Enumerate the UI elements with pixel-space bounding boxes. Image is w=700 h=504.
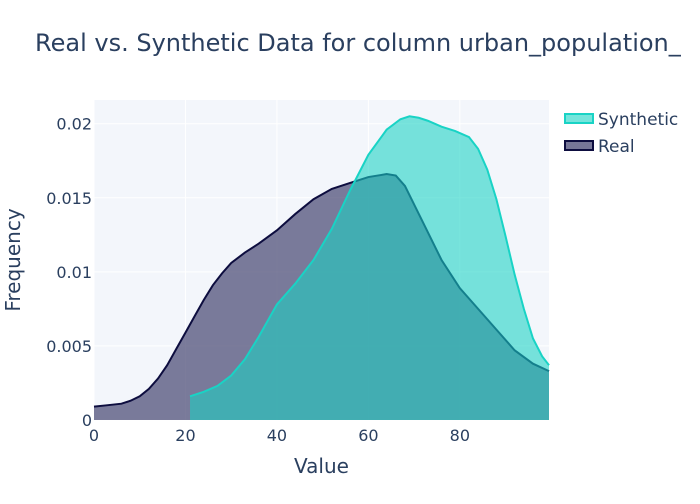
legend: Synthetic Real <box>564 110 678 157</box>
legend-item-real[interactable]: Real <box>564 137 635 157</box>
chart-title: Real vs. Synthetic Data for column urban… <box>35 29 682 57</box>
x-tick-label-2: 40 <box>267 426 287 445</box>
y-tick-label-2: 0.01 <box>56 263 92 282</box>
area-fill-synthetic <box>190 116 549 421</box>
y-tick-layer: 0 0.005 0.01 0.015 0.02 <box>46 115 92 430</box>
y-tick-label-0: 0 <box>82 411 92 430</box>
y-tick-label-4: 0.02 <box>56 115 92 134</box>
legend-swatch-real <box>564 140 594 151</box>
y-axis-title: Frequency <box>1 208 25 311</box>
area-layer <box>93 115 550 421</box>
legend-label-synthetic: Synthetic <box>598 110 678 130</box>
y-tick-label-3: 0.015 <box>46 189 92 208</box>
x-axis-title: Value <box>294 454 349 478</box>
legend-label-real: Real <box>598 137 635 157</box>
x-tick-label-1: 20 <box>175 426 195 445</box>
x-tick-label-4: 80 <box>450 426 470 445</box>
x-tick-label-0: 0 <box>89 426 99 445</box>
x-tick-label-3: 60 <box>358 426 378 445</box>
legend-swatch-synthetic <box>564 113 594 124</box>
x-tick-layer: 0 20 40 60 80 <box>89 426 470 445</box>
area-line-synthetic <box>189 115 550 398</box>
y-tick-label-1: 0.005 <box>46 337 92 356</box>
legend-item-synthetic[interactable]: Synthetic <box>564 110 678 130</box>
